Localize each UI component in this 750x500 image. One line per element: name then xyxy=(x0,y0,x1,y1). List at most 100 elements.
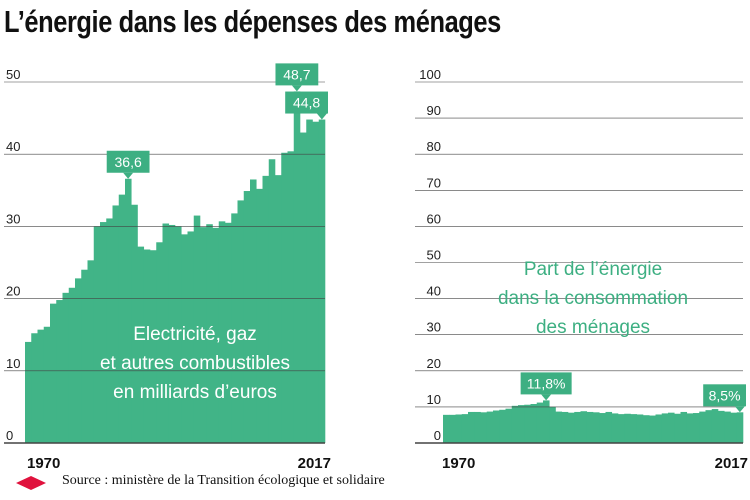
source-note: Source : ministère de la Transition écol… xyxy=(62,473,385,488)
bar-1984 xyxy=(530,404,538,443)
bar-2011 xyxy=(281,152,288,443)
callout-box xyxy=(106,150,150,173)
bar-2004 xyxy=(655,414,663,443)
y-tick-label: 80 xyxy=(427,139,441,154)
callout-label: 11,8% xyxy=(527,375,566,391)
y-tick-label: 100 xyxy=(419,67,441,82)
bar-1970 xyxy=(443,414,450,443)
y-tick-label: 30 xyxy=(6,211,20,226)
bar-2008 xyxy=(262,175,270,444)
bar-2012 xyxy=(705,410,713,443)
bar-1988 xyxy=(137,246,145,443)
bar-1986 xyxy=(543,400,550,443)
bar-1973 xyxy=(461,414,469,443)
bar-1975 xyxy=(474,411,481,443)
bar-1998 xyxy=(200,227,207,443)
bar-2008 xyxy=(680,411,688,443)
bar-1978 xyxy=(75,278,82,443)
bar-2003 xyxy=(649,415,656,443)
bar-1992 xyxy=(162,223,170,443)
bar-1992 xyxy=(580,411,588,443)
callout-box xyxy=(285,91,328,114)
x-label-end: 2017 xyxy=(715,455,748,472)
bar-2004 xyxy=(237,200,245,443)
bar-1994 xyxy=(593,412,600,443)
x-label-end: 2017 xyxy=(298,455,331,472)
bar-1973 xyxy=(43,326,51,443)
y-tick-label: 20 xyxy=(427,356,441,371)
y-tick-label: 10 xyxy=(6,356,20,371)
bar-2011 xyxy=(699,411,706,443)
bar-1978 xyxy=(493,410,500,443)
callout-label: 36,6 xyxy=(115,154,142,170)
y-tick-label: 0 xyxy=(434,428,441,443)
bar-1976 xyxy=(62,292,70,443)
bar-2013 xyxy=(711,409,719,443)
bar-2012 xyxy=(287,151,295,443)
callout-box xyxy=(703,384,746,407)
bar-1986 xyxy=(125,178,132,443)
bar-1990 xyxy=(150,250,157,443)
callout-box xyxy=(275,63,319,86)
bar-2010 xyxy=(275,175,282,443)
callout-label: 44,8 xyxy=(293,95,320,111)
bar-1971 xyxy=(31,333,38,443)
y-tick-label: 50 xyxy=(427,248,441,263)
bar-1994 xyxy=(175,226,182,443)
bar-1974 xyxy=(50,303,57,443)
x-label-start: 1970 xyxy=(27,455,60,472)
bar-1996 xyxy=(605,411,613,443)
bar-2015 xyxy=(306,119,313,443)
bar-1971 xyxy=(449,414,456,443)
bar-2007 xyxy=(674,413,681,443)
callout-pointer xyxy=(291,85,302,92)
chart-title: L’énergie dans les dépenses des ménages xyxy=(4,4,501,39)
bar-1989 xyxy=(143,249,151,443)
bar-2016 xyxy=(730,412,738,443)
bar-2017 xyxy=(318,119,326,443)
bar-2006 xyxy=(250,179,257,443)
bar-1985 xyxy=(118,194,126,443)
y-tick-label: 50 xyxy=(6,67,20,82)
bar-1999 xyxy=(206,224,213,443)
bar-2002 xyxy=(225,222,232,443)
bar-2014 xyxy=(300,132,307,444)
bar-1980 xyxy=(505,408,513,443)
bar-1991 xyxy=(156,242,163,443)
bar-2002 xyxy=(643,415,650,443)
bar-2010 xyxy=(693,413,700,443)
y-tick-label: 40 xyxy=(6,139,20,154)
source-diamond-icon xyxy=(16,476,46,490)
bar-1984 xyxy=(112,205,120,443)
bar-1993 xyxy=(586,411,594,443)
bar-2001 xyxy=(636,414,644,443)
bar-1981 xyxy=(511,405,519,443)
bar-1996 xyxy=(187,231,195,443)
bar-1987 xyxy=(549,406,556,443)
bar-2015 xyxy=(724,411,731,443)
bar-1999 xyxy=(624,413,631,443)
bar-1985 xyxy=(536,402,544,443)
bar-2009 xyxy=(268,159,276,443)
bar-2006 xyxy=(668,412,675,443)
y-tick-label: 70 xyxy=(427,175,441,190)
bar-1998 xyxy=(618,414,625,443)
series-label-line: des ménages xyxy=(536,317,650,338)
bar-1989 xyxy=(561,411,569,443)
bar-1983 xyxy=(106,218,113,443)
bar-1983 xyxy=(524,404,531,443)
x-label-start: 1970 xyxy=(442,455,475,472)
bar-2000 xyxy=(630,414,638,443)
series-label-line: dans la consommation xyxy=(498,288,688,309)
callout-pointer xyxy=(734,406,745,413)
bar-1970 xyxy=(25,341,32,443)
y-tick-label: 20 xyxy=(6,284,20,299)
callout-label: 48,7 xyxy=(283,66,310,82)
callout-box xyxy=(520,372,572,395)
bar-1972 xyxy=(37,329,45,443)
y-tick-label: 60 xyxy=(427,211,441,226)
series-label-line: en milliards d’euros xyxy=(113,382,277,403)
bar-1982 xyxy=(100,222,107,443)
bar-1979 xyxy=(81,269,88,443)
